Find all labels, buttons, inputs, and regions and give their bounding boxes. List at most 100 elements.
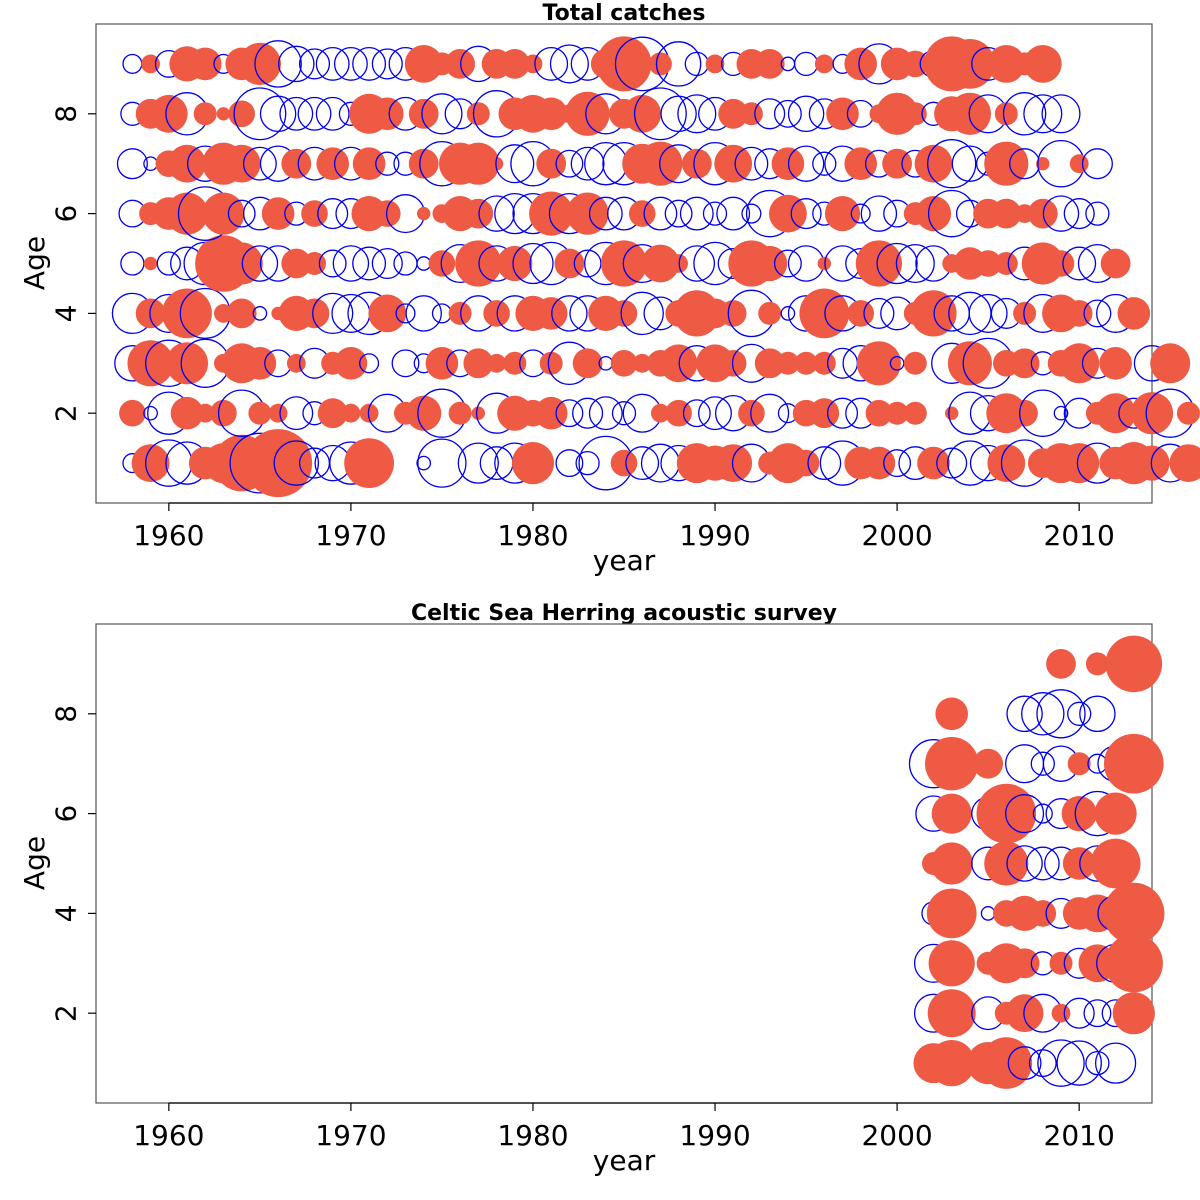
bubble-negative xyxy=(512,242,554,285)
bubble-negative xyxy=(1094,1042,1137,1084)
bubble-negative xyxy=(273,440,320,486)
bubble-positive xyxy=(463,198,494,229)
bubble-negative xyxy=(1005,794,1045,834)
bubble-positive xyxy=(529,191,574,236)
bubble-positive xyxy=(927,989,976,1038)
bubble-positive xyxy=(216,107,231,121)
bubble-positive xyxy=(1067,752,1091,776)
bubble-negative xyxy=(1019,389,1067,437)
bubble-positive xyxy=(341,403,361,423)
bubble-positive xyxy=(769,194,807,233)
bubble-positive xyxy=(1046,649,1076,679)
bubble-positive xyxy=(931,793,972,834)
bubble-negative xyxy=(233,87,287,141)
bubble-negative xyxy=(588,396,623,431)
bubble-positive xyxy=(210,399,237,427)
bubble-positive xyxy=(406,395,442,431)
bubble-negative xyxy=(660,95,697,133)
bubble-negative xyxy=(156,251,181,276)
bubble-negative xyxy=(395,303,416,324)
bubble-positive xyxy=(248,401,272,425)
x-tick-label: 1990 xyxy=(679,519,750,552)
bubble-negative xyxy=(573,249,602,278)
bubble-negative xyxy=(495,144,535,184)
bubble-positive xyxy=(317,398,348,429)
bubble-negative xyxy=(479,446,514,481)
bubble-negative xyxy=(1006,845,1043,882)
bubble-positive xyxy=(984,841,1029,886)
bubble-negative xyxy=(677,94,717,134)
bubble-positive xyxy=(844,47,877,81)
bubble-negative xyxy=(1002,92,1047,136)
bubble-positive xyxy=(359,403,379,423)
bubble-positive xyxy=(596,36,652,92)
bubble-layer xyxy=(111,36,1200,498)
bubble-positive xyxy=(368,294,407,333)
bubble-positive xyxy=(754,49,785,79)
bubble-positive xyxy=(935,697,968,731)
bubble-positive xyxy=(299,298,330,329)
bubble-positive xyxy=(499,49,530,79)
bubble-negative xyxy=(850,203,871,224)
bubble-positive xyxy=(1009,948,1040,979)
bubble-negative xyxy=(417,438,467,488)
bubble-positive xyxy=(610,449,638,477)
bubble-negative xyxy=(1083,299,1112,328)
bubble-positive xyxy=(1104,733,1164,794)
bubble-positive xyxy=(489,157,504,171)
x-tick-label: 1970 xyxy=(315,519,386,552)
bubble-negative xyxy=(807,446,842,481)
bubble-positive xyxy=(135,298,166,329)
bubble-negative xyxy=(391,349,420,378)
bubble-positive xyxy=(973,748,1003,779)
bubble-negative xyxy=(620,291,664,336)
bubble-negative xyxy=(421,93,463,135)
bubble-positive xyxy=(511,442,555,485)
bubble-positive xyxy=(930,842,973,885)
bubble-negative xyxy=(312,292,354,335)
bubble-negative xyxy=(741,203,762,224)
bubble-positive xyxy=(714,144,753,183)
bubble-positive xyxy=(1094,792,1137,835)
bubble-negative xyxy=(1036,689,1086,739)
bubble-negative xyxy=(812,151,837,176)
bubble-positive xyxy=(534,97,568,131)
bubble-negative xyxy=(790,198,822,230)
bubble-negative xyxy=(242,146,277,181)
bubble-negative xyxy=(352,46,387,81)
bubble-negative xyxy=(716,196,751,231)
bubble-positive xyxy=(1059,443,1100,484)
axes: 1960 1970 1980 1990 2000 2010 2 4 6 8 xyxy=(50,105,1115,552)
x-tick-label: 1980 xyxy=(497,1119,568,1152)
bubble-negative xyxy=(317,198,349,230)
bubble-negative xyxy=(936,447,968,479)
bubble-positive xyxy=(261,197,295,230)
bubble-negative xyxy=(405,295,442,332)
bubble-positive xyxy=(847,300,874,327)
x-tick-label: 1960 xyxy=(133,1119,204,1152)
bubble-negative xyxy=(122,53,143,74)
bubble-negative xyxy=(633,87,687,141)
y-tick-label: 2 xyxy=(50,1004,83,1022)
bubble-negative xyxy=(927,139,977,189)
x-tick-label: 2010 xyxy=(1044,1119,1115,1152)
bubble-positive xyxy=(448,401,472,425)
bubble-negative xyxy=(883,449,912,478)
bubble-positive xyxy=(641,244,680,283)
bubble-positive xyxy=(244,429,313,498)
bubble-negative xyxy=(555,399,584,428)
bubble-positive xyxy=(131,444,170,482)
bubble-negative xyxy=(298,48,331,80)
bubble-negative xyxy=(297,96,332,131)
x-tick-label: 2000 xyxy=(861,519,932,552)
bubble-positive xyxy=(1069,154,1089,174)
bubble-negative xyxy=(1085,201,1110,226)
bubble-negative xyxy=(1081,148,1113,180)
bubble-negative xyxy=(551,295,588,332)
bubble-positive xyxy=(165,342,209,385)
bubble-positive xyxy=(566,192,609,235)
bubble-positive xyxy=(926,888,977,939)
bubble-positive xyxy=(739,102,763,126)
bubble-positive xyxy=(1104,934,1163,993)
bubble-positive xyxy=(344,438,394,488)
